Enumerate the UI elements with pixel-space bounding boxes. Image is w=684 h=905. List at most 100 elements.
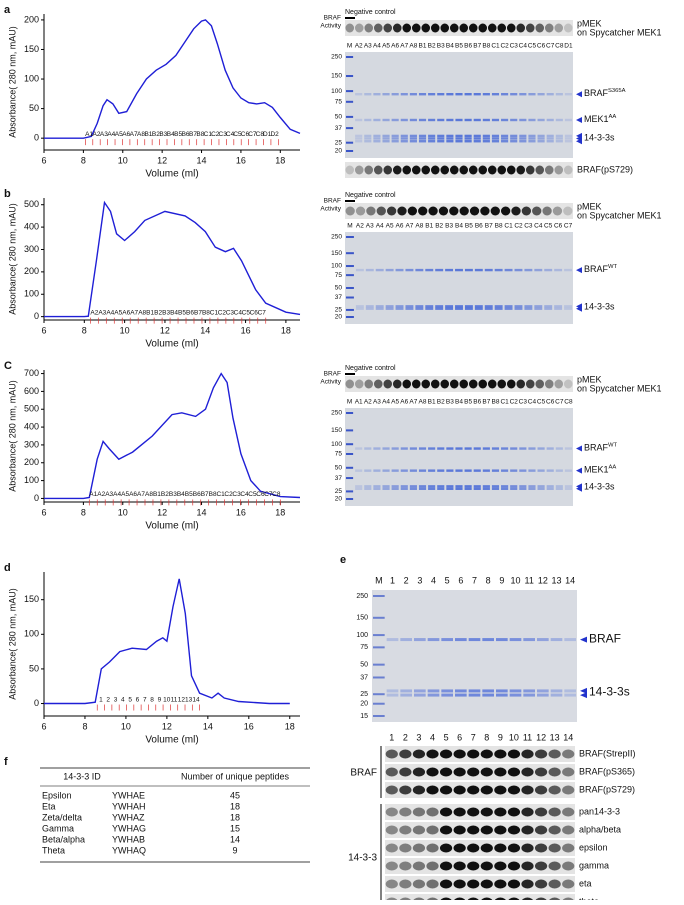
protein-band (418, 137, 427, 140)
lane-label: A5 (386, 223, 394, 230)
blot-band (507, 807, 521, 817)
blot-lane-label: 3 (416, 732, 421, 742)
blot-band (468, 379, 478, 389)
fraction-label: A6 (122, 131, 130, 138)
protein-band (409, 469, 417, 472)
protein-band (509, 693, 522, 697)
x-tick-label: 8 (82, 325, 87, 335)
fraction-label: B8 (209, 491, 217, 498)
protein-band (474, 307, 483, 310)
band-label-sup: WT (608, 442, 618, 448)
y-tick-label: 0 (34, 133, 39, 143)
lane-label: B1 (419, 43, 427, 50)
protein-band (528, 137, 536, 140)
lane-label: C4 (519, 43, 528, 50)
protein-band (482, 469, 490, 472)
protein-band (564, 134, 572, 138)
protein-band (409, 134, 417, 138)
pmek-label: pMEK (577, 374, 602, 384)
blot-band (494, 825, 507, 835)
fraction-label: A1 (85, 131, 93, 138)
marker-band (346, 90, 354, 93)
lane-label: M (347, 43, 352, 50)
lane-label: A7 (405, 223, 413, 230)
fraction-label: 11 (171, 696, 178, 703)
protein-band (482, 140, 490, 143)
table-cell: Epsilon (42, 790, 72, 800)
blot-band (399, 879, 412, 889)
blot-label: epsilon (579, 842, 608, 852)
blot-band (399, 843, 412, 853)
fraction-label: C2 (218, 309, 227, 316)
lane-label: B7 (473, 43, 481, 50)
lane-label: M (347, 223, 352, 230)
fraction-label: C2 (224, 491, 233, 498)
marker-band (346, 286, 354, 289)
table-cell: YWHAG (112, 823, 146, 833)
protein-band (428, 469, 436, 472)
lane-label: B5 (464, 399, 472, 406)
activity-label: Activity (320, 206, 341, 213)
lane-label: 10 (510, 575, 520, 585)
blot-band (487, 165, 497, 175)
marker-band (373, 595, 385, 597)
protein-band (455, 305, 463, 308)
protein-band (414, 638, 426, 642)
blot-band (562, 767, 575, 777)
protein-band (405, 305, 414, 308)
blot-band (383, 165, 393, 175)
marker-band (346, 466, 354, 469)
protein-band (364, 447, 372, 450)
y-tick-label: 200 (24, 14, 39, 24)
protein-band (365, 268, 374, 272)
blot-band (562, 879, 575, 889)
blot-band (366, 206, 376, 216)
protein-band (544, 305, 553, 308)
protein-band (455, 93, 463, 96)
fraction-label: C1 (204, 131, 213, 138)
protein-band (418, 469, 427, 472)
blot-band (532, 206, 542, 216)
blot-band (399, 767, 412, 777)
protein-band (414, 689, 426, 693)
protein-band (437, 93, 445, 96)
protein-band (464, 93, 472, 96)
marker-label: 25 (360, 691, 368, 698)
protein-band (473, 118, 481, 122)
blot-band (544, 379, 554, 389)
line-series (44, 578, 290, 705)
blot-lane-label: 9 (498, 732, 503, 742)
marker-label: 150 (331, 250, 342, 257)
protein-band (468, 689, 481, 693)
band-arrow (576, 485, 582, 492)
protein-band (382, 93, 390, 96)
fraction-label: A3 (98, 309, 106, 316)
blot-band (439, 861, 453, 871)
protein-band (437, 137, 445, 140)
protein-band (491, 93, 500, 96)
lane-label: B6 (464, 43, 472, 50)
protein-band (455, 140, 463, 143)
blot-band (373, 379, 383, 389)
protein-band (546, 485, 554, 488)
blot-band (399, 749, 412, 759)
table-cell: 45 (230, 790, 240, 800)
protein-band (564, 689, 576, 693)
lane-label: B3 (437, 43, 445, 50)
lane-label: 4 (431, 575, 436, 585)
panel-label: d (4, 562, 11, 574)
lane-label: A5 (382, 43, 390, 50)
protein-band (564, 118, 572, 122)
blot-lane-label: 4 (430, 732, 435, 742)
protein-band (468, 693, 481, 697)
protein-band (400, 487, 408, 490)
protein-band (496, 689, 508, 693)
fraction-label: 6 (136, 696, 140, 703)
protein-band (446, 134, 454, 138)
protein-band (428, 447, 436, 450)
protein-band (524, 268, 533, 272)
lane-label: C1 (504, 223, 513, 230)
protein-band (373, 134, 381, 138)
protein-band (355, 93, 363, 96)
protein-band (496, 638, 508, 642)
